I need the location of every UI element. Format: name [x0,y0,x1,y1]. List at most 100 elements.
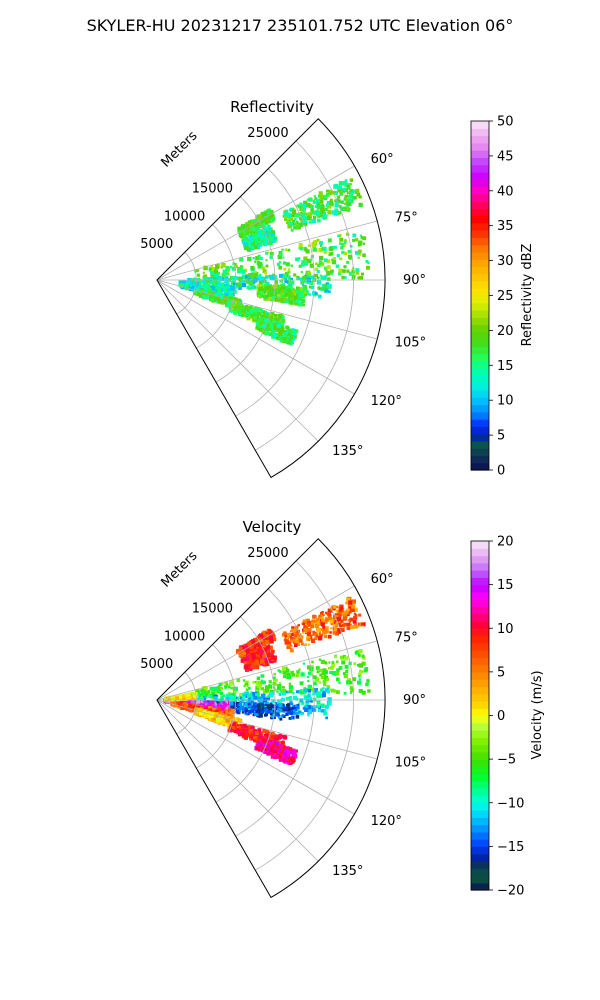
velocity-echo-gate [323,708,327,712]
reflectivity-echo-gate [329,199,333,203]
reflectivity-echo-gate [325,203,329,207]
reflectivity-echo-gate [316,211,321,216]
velocity-echo-gate [326,685,331,689]
velocity-echo-gate [199,694,203,697]
reflectivity-echo-gate [249,309,253,314]
velocity-echo-gate [257,697,262,702]
reflectivity-echo-gate [343,265,347,269]
velocity-echo-gate [213,696,218,701]
velocity-echo-gate [319,614,324,619]
velocity-echo-gate [298,668,301,671]
reflectivity-echo-gate [338,181,343,186]
reflectivity-echo-gate [247,247,251,252]
velocity-echo-gate [244,707,247,710]
reflectivity-colorbar-swatch [471,280,489,289]
velocity-echo-gate [340,619,344,623]
reflectivity-echo-gate [307,244,311,247]
reflectivity-echo-gate [297,302,302,307]
reflectivity-echo-gate [260,315,264,319]
velocity-echo-gate [317,618,320,621]
reflectivity-echo-gate [250,273,255,278]
reflectivity-echo-gate [253,306,258,311]
reflectivity-echo-gate [300,263,305,267]
velocity-echo-gate [184,699,188,703]
reflectivity-echo-gate [303,256,308,261]
reflectivity-echo-gate [277,296,280,300]
reflectivity-echo-gate [237,226,242,231]
velocity-echo-gate [265,645,271,650]
reflectivity-echo-gate [214,280,218,284]
reflectivity-echo-gate [268,236,274,241]
reflectivity-echo-gate [285,325,290,330]
velocity-echo-gate [300,689,303,692]
velocity-echo-gate [291,633,295,637]
reflectivity-echo-gate [230,286,235,291]
reflectivity-echo-gate [264,331,269,336]
reflectivity-echo-gate [355,268,360,273]
velocity-echo-gate [326,678,329,681]
velocity-echo-gate [286,672,291,677]
velocity-echo-gate [213,704,216,707]
reflectivity-echo-gate [308,197,313,202]
velocity-echo-gate [278,681,281,684]
reflectivity-echo-gate [276,262,281,267]
reflectivity-echo-gate [316,205,321,210]
velocity-echo-gate [242,679,246,682]
velocity-echo-gate [268,646,273,651]
velocity-echo-gate [296,704,300,707]
velocity-echo-gate [252,692,257,697]
velocity-echo-gate [307,671,312,675]
reflectivity-echo-gate [254,271,257,274]
velocity-echo-gate [357,622,361,626]
reflectivity-echo-gate [227,270,230,274]
reflectivity-echo-gate [205,280,208,283]
velocity-echo-gate [266,657,270,661]
reflectivity-colorbar-swatch [471,375,489,384]
reflectivity-echo-gate [264,236,268,241]
velocity-echo-gate [286,707,291,711]
velocity-echo-gate [294,711,298,715]
velocity-echo-gate [316,694,320,698]
reflectivity-echo-gate [298,257,301,260]
reflectivity-echo-gate [277,254,282,260]
reflectivity-echo-gate [306,258,312,264]
velocity-echo-gate [336,660,339,663]
velocity-echo-gate [339,624,342,628]
velocity-echo-gate [334,613,339,617]
reflectivity-echo-gate [362,253,366,257]
velocity-echo-gate [342,613,347,618]
velocity-echo-gate [349,610,352,614]
velocity-echo-gate [356,625,360,628]
reflectivity-echo-gate [328,246,333,251]
reflectivity-colorbar-swatch [471,179,489,188]
velocity-echo-gate [235,709,240,713]
reflectivity-echo-gate [334,199,337,202]
velocity-echo-gate [260,693,266,699]
velocity-echo-gate [251,658,256,663]
velocity-echo-gate [256,651,261,655]
velocity-echo-gate [258,703,262,707]
velocity-echo-gate [269,652,273,656]
reflectivity-echo-gate [208,294,213,299]
reflectivity-echo-gate [320,200,324,204]
velocity-echo-gate [304,643,307,646]
velocity-echo-gate [344,664,349,669]
reflectivity-echo-gate [260,290,264,295]
velocity-echo-gate [273,716,276,719]
velocity-echo-gate [211,707,215,711]
reflectivity-echo-gate [300,302,304,306]
reflectivity-echo-gate [341,250,345,255]
reflectivity-echo-gate [223,295,228,300]
reflectivity-echo-gate [281,248,284,251]
velocity-echo-gate [365,682,369,687]
velocity-echo-gate [350,607,355,613]
reflectivity-echo-gate [302,208,306,212]
velocity-echo-gate [225,696,229,700]
reflectivity-echo-gate [278,298,284,303]
velocity-echo-gate [325,716,328,720]
velocity-echo-gate [353,607,358,612]
velocity-echo-gate [324,670,328,675]
velocity-echo-gate [305,699,310,703]
velocity-echo-gate [314,637,318,640]
velocity-echo-gate [335,671,339,676]
